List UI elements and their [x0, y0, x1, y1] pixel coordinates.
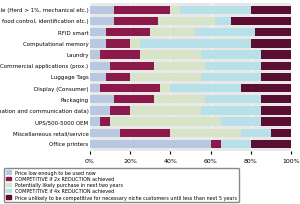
Bar [241, 84, 291, 93]
Bar [100, 118, 110, 126]
Bar [170, 7, 181, 15]
Legend: Price low enough to be used now, COMPETITIVE if 2x REDUCTION achieved, Potential: Price low enough to be used now, COMPETI… [4, 168, 239, 202]
Bar [106, 29, 150, 37]
Bar [110, 107, 130, 115]
Bar [201, 51, 261, 59]
Bar [100, 84, 160, 93]
Bar [170, 84, 241, 93]
Bar [140, 51, 201, 59]
Bar [120, 129, 170, 137]
Bar [201, 107, 261, 115]
Bar [255, 29, 291, 37]
Bar [261, 118, 291, 126]
Bar [90, 29, 106, 37]
Bar [251, 7, 291, 15]
Bar [271, 129, 291, 137]
Bar [194, 29, 255, 37]
Bar [90, 73, 106, 82]
Bar [261, 51, 291, 59]
Bar [90, 40, 106, 48]
Bar [211, 140, 221, 149]
Bar [90, 62, 110, 71]
Bar [205, 62, 261, 71]
Bar [231, 18, 291, 26]
Bar [241, 129, 271, 137]
Bar [110, 118, 221, 126]
Bar [181, 7, 251, 15]
Bar [90, 140, 211, 149]
Bar [261, 62, 291, 71]
Bar [214, 18, 231, 26]
Bar [221, 118, 261, 126]
Bar [110, 62, 154, 71]
Bar [154, 96, 205, 104]
Bar [140, 40, 251, 48]
Bar [90, 84, 100, 93]
Bar [251, 140, 291, 149]
Bar [114, 18, 158, 26]
Bar [130, 73, 201, 82]
Bar [100, 51, 140, 59]
Bar [90, 18, 114, 26]
Bar [150, 29, 194, 37]
Bar [90, 129, 120, 137]
Bar [130, 107, 201, 115]
Bar [90, 118, 100, 126]
Bar [170, 129, 241, 137]
Bar [261, 73, 291, 82]
Bar [90, 7, 114, 15]
Bar [90, 51, 100, 59]
Bar [154, 62, 205, 71]
Bar [261, 96, 291, 104]
Bar [114, 96, 154, 104]
Bar [205, 96, 261, 104]
Bar [261, 107, 291, 115]
Bar [90, 107, 110, 115]
Bar [158, 18, 214, 26]
Bar [114, 7, 170, 15]
Bar [106, 40, 130, 48]
Bar [221, 140, 251, 149]
Bar [90, 96, 114, 104]
Bar [130, 40, 140, 48]
Bar [106, 73, 130, 82]
Bar [160, 84, 170, 93]
Bar [201, 73, 261, 82]
Bar [251, 40, 291, 48]
